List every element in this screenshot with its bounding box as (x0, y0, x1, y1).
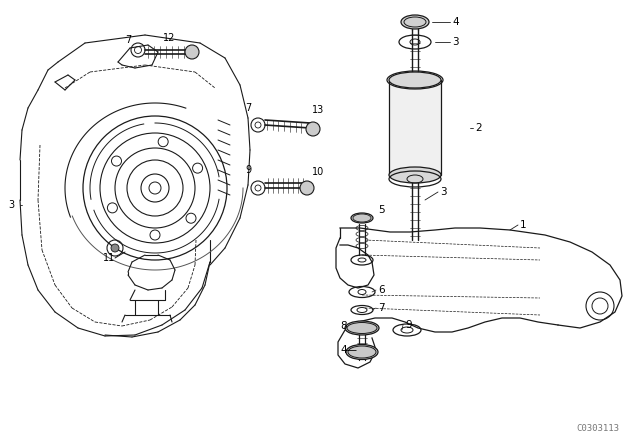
Text: C0303113: C0303113 (577, 423, 620, 432)
Text: 7: 7 (378, 303, 385, 313)
Text: 3: 3 (440, 187, 447, 197)
Text: 7: 7 (245, 103, 251, 113)
Ellipse shape (401, 15, 429, 29)
Text: 2: 2 (475, 123, 482, 133)
Text: 1: 1 (520, 220, 527, 230)
Text: 9: 9 (405, 320, 412, 330)
Bar (389, 80, 441, 175)
Text: 4—: 4— (340, 345, 357, 355)
Text: 7: 7 (125, 35, 131, 45)
Text: 3: 3 (8, 200, 14, 210)
Circle shape (300, 181, 314, 195)
Ellipse shape (351, 213, 373, 223)
Ellipse shape (389, 167, 441, 183)
Ellipse shape (346, 345, 378, 359)
Text: 10: 10 (312, 167, 324, 177)
Ellipse shape (389, 72, 441, 88)
Ellipse shape (345, 321, 379, 335)
Text: 6: 6 (378, 285, 385, 295)
Text: 13: 13 (312, 105, 324, 115)
Text: 3: 3 (452, 37, 459, 47)
Text: 5: 5 (378, 205, 385, 215)
Circle shape (111, 244, 119, 252)
Text: 4: 4 (452, 17, 459, 27)
Text: 11: 11 (103, 253, 115, 263)
Text: 12: 12 (163, 33, 175, 43)
Text: 9: 9 (245, 165, 251, 175)
Text: 8: 8 (340, 321, 347, 331)
Circle shape (185, 45, 199, 59)
Circle shape (306, 122, 320, 136)
